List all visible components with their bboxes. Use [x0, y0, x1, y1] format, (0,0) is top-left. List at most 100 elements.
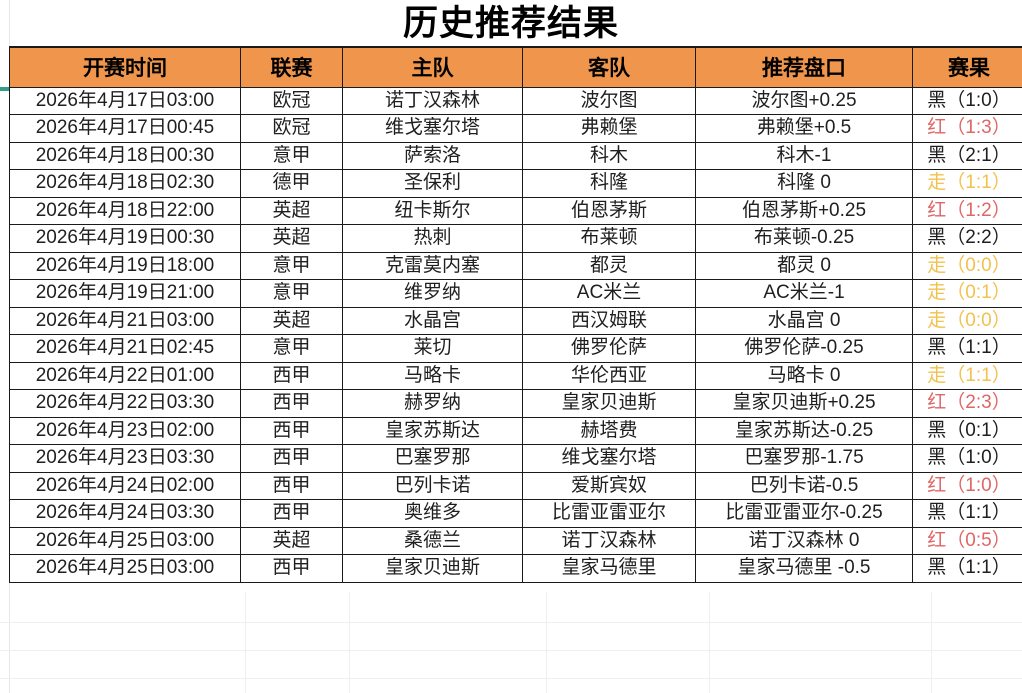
- cell-time[interactable]: 2026年4月19日00:30: [9, 224, 241, 253]
- cell-handicap[interactable]: 皇家苏斯达-0.25: [695, 416, 913, 445]
- cell-home[interactable]: 皇家贝迪斯: [342, 554, 523, 583]
- cell-home[interactable]: 克雷莫内塞: [342, 251, 523, 280]
- cell-time[interactable]: 2026年4月23日03:30: [9, 444, 241, 473]
- cell-away[interactable]: 西汉姆联: [522, 306, 696, 335]
- cell-handicap[interactable]: 佛罗伦萨-0.25: [695, 334, 913, 363]
- cell-away[interactable]: 华伦西亚: [522, 361, 696, 390]
- cell-result[interactable]: 黑（1:0）: [912, 444, 1022, 473]
- cell-away[interactable]: 皇家马德里: [522, 554, 696, 583]
- cell-away[interactable]: 波尔图: [522, 86, 696, 115]
- cell-handicap[interactable]: AC米兰-1: [695, 279, 913, 308]
- cell-league[interactable]: 欧冠: [240, 114, 343, 143]
- cell-result[interactable]: 走（1:1）: [912, 169, 1022, 198]
- cell-home[interactable]: 热刺: [342, 224, 523, 253]
- cell-time[interactable]: 2026年4月24日03:30: [9, 499, 241, 528]
- cell-handicap[interactable]: 都灵 0: [695, 251, 913, 280]
- cell-away[interactable]: 皇家贝迪斯: [522, 389, 696, 418]
- cell-home[interactable]: 诺丁汉森林: [342, 86, 523, 115]
- cell-handicap[interactable]: 布莱顿-0.25: [695, 224, 913, 253]
- cell-time[interactable]: 2026年4月19日21:00: [9, 279, 241, 308]
- cell-league[interactable]: 西甲: [240, 554, 343, 583]
- cell-away[interactable]: 科木: [522, 141, 696, 170]
- cell-result[interactable]: 红（1:3）: [912, 114, 1022, 143]
- cell-handicap[interactable]: 波尔图+0.25: [695, 86, 913, 115]
- cell-away[interactable]: 都灵: [522, 251, 696, 280]
- cell-handicap[interactable]: 巴列卡诺-0.5: [695, 471, 913, 500]
- cell-league[interactable]: 西甲: [240, 361, 343, 390]
- col-header-handicap[interactable]: 推荐盘口: [695, 46, 913, 88]
- cell-home[interactable]: 马略卡: [342, 361, 523, 390]
- cell-away[interactable]: 赫塔费: [522, 416, 696, 445]
- cell-home[interactable]: 巴列卡诺: [342, 471, 523, 500]
- cell-away[interactable]: 维戈塞尔塔: [522, 444, 696, 473]
- cell-home[interactable]: 水晶宫: [342, 306, 523, 335]
- col-header-home[interactable]: 主队: [342, 46, 523, 88]
- cell-time[interactable]: 2026年4月18日02:30: [9, 169, 241, 198]
- cell-time[interactable]: 2026年4月21日03:00: [9, 306, 241, 335]
- col-header-away[interactable]: 客队: [522, 46, 696, 88]
- cell-away[interactable]: 比雷亚雷亚尔: [522, 499, 696, 528]
- cell-away[interactable]: 佛罗伦萨: [522, 334, 696, 363]
- cell-league[interactable]: 英超: [240, 306, 343, 335]
- cell-time[interactable]: 2026年4月22日01:00: [9, 361, 241, 390]
- cell-home[interactable]: 桑德兰: [342, 526, 523, 555]
- cell-home[interactable]: 赫罗纳: [342, 389, 523, 418]
- cell-time[interactable]: 2026年4月18日00:30: [9, 141, 241, 170]
- cell-result[interactable]: 走（1:1）: [912, 361, 1022, 390]
- cell-home[interactable]: 纽卡斯尔: [342, 196, 523, 225]
- cell-away[interactable]: 布莱顿: [522, 224, 696, 253]
- cell-time[interactable]: 2026年4月25日03:00: [9, 554, 241, 583]
- cell-result[interactable]: 黑（0:1）: [912, 416, 1022, 445]
- cell-league[interactable]: 意甲: [240, 334, 343, 363]
- cell-league[interactable]: 西甲: [240, 416, 343, 445]
- cell-handicap[interactable]: 皇家马德里 -0.5: [695, 554, 913, 583]
- cell-home[interactable]: 奥维多: [342, 499, 523, 528]
- cell-handicap[interactable]: 科隆 0: [695, 169, 913, 198]
- cell-league[interactable]: 西甲: [240, 499, 343, 528]
- cell-away[interactable]: 爱斯宾奴: [522, 471, 696, 500]
- cell-league[interactable]: 欧冠: [240, 86, 343, 115]
- col-header-time[interactable]: 开赛时间: [9, 46, 241, 88]
- cell-handicap[interactable]: 诺丁汉森林 0: [695, 526, 913, 555]
- cell-result[interactable]: 红（1:0）: [912, 471, 1022, 500]
- cell-time[interactable]: 2026年4月22日03:30: [9, 389, 241, 418]
- cell-league[interactable]: 英超: [240, 196, 343, 225]
- cell-result[interactable]: 黑（1:0）: [912, 86, 1022, 115]
- cell-league[interactable]: 意甲: [240, 279, 343, 308]
- col-header-result[interactable]: 赛果: [912, 46, 1022, 88]
- cell-handicap[interactable]: 水晶宫 0: [695, 306, 913, 335]
- cell-league[interactable]: 英超: [240, 224, 343, 253]
- cell-time[interactable]: 2026年4月25日03:00: [9, 526, 241, 555]
- cell-time[interactable]: 2026年4月24日02:00: [9, 471, 241, 500]
- cell-away[interactable]: 诺丁汉森林: [522, 526, 696, 555]
- cell-handicap[interactable]: 马略卡 0: [695, 361, 913, 390]
- cell-league[interactable]: 英超: [240, 526, 343, 555]
- cell-result[interactable]: 走（0:0）: [912, 306, 1022, 335]
- cell-home[interactable]: 萨索洛: [342, 141, 523, 170]
- cell-result[interactable]: 红（2:3）: [912, 389, 1022, 418]
- cell-league[interactable]: 德甲: [240, 169, 343, 198]
- cell-result[interactable]: 走（0:0）: [912, 251, 1022, 280]
- cell-handicap[interactable]: 皇家贝迪斯+0.25: [695, 389, 913, 418]
- cell-result[interactable]: 走（0:1）: [912, 279, 1022, 308]
- cell-handicap[interactable]: 弗赖堡+0.5: [695, 114, 913, 143]
- cell-result[interactable]: 黑（1:1）: [912, 334, 1022, 363]
- cell-away[interactable]: AC米兰: [522, 279, 696, 308]
- cell-away[interactable]: 弗赖堡: [522, 114, 696, 143]
- cell-away[interactable]: 科隆: [522, 169, 696, 198]
- cell-league[interactable]: 西甲: [240, 389, 343, 418]
- cell-home[interactable]: 莱切: [342, 334, 523, 363]
- cell-result[interactable]: 红（0:5）: [912, 526, 1022, 555]
- col-header-league[interactable]: 联赛: [240, 46, 343, 88]
- cell-league[interactable]: 西甲: [240, 444, 343, 473]
- cell-time[interactable]: 2026年4月18日22:00: [9, 196, 241, 225]
- cell-handicap[interactable]: 科木-1: [695, 141, 913, 170]
- cell-league[interactable]: 意甲: [240, 141, 343, 170]
- cell-time[interactable]: 2026年4月17日00:45: [9, 114, 241, 143]
- cell-result[interactable]: 黑（2:1）: [912, 141, 1022, 170]
- cell-home[interactable]: 皇家苏斯达: [342, 416, 523, 445]
- cell-league[interactable]: 意甲: [240, 251, 343, 280]
- cell-away[interactable]: 伯恩茅斯: [522, 196, 696, 225]
- cell-home[interactable]: 维戈塞尔塔: [342, 114, 523, 143]
- cell-result[interactable]: 黑（2:2）: [912, 224, 1022, 253]
